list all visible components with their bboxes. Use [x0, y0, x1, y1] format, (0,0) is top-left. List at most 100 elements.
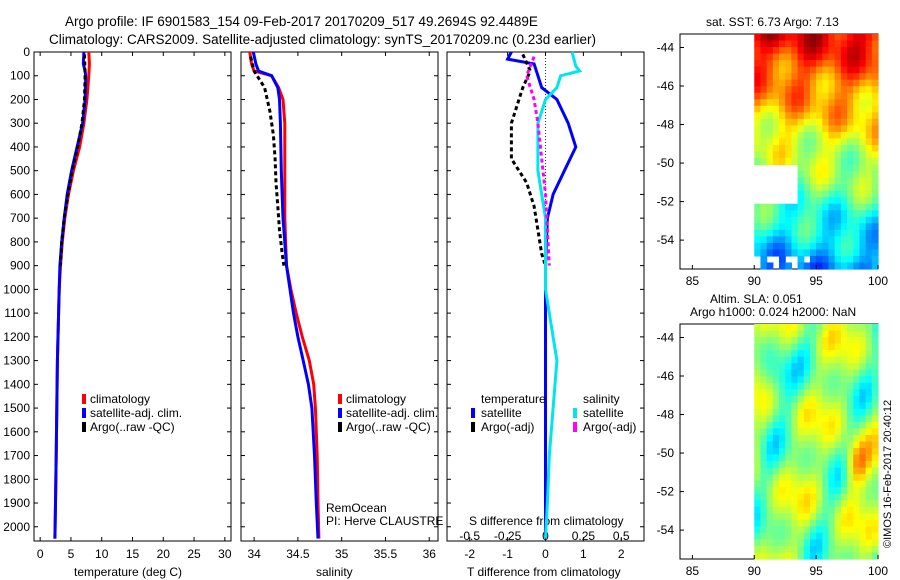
- heatmap-cell: [809, 184, 817, 192]
- heatmap-cell: [766, 408, 774, 416]
- heatmap-cell: [803, 448, 811, 456]
- heatmap-cell: [865, 408, 873, 416]
- heatmap-cell: [840, 66, 848, 74]
- heatmap-cell: [822, 262, 830, 270]
- heatmap-cell: [809, 190, 817, 198]
- heatmap-cell: [847, 171, 854, 179]
- heatmap-cell: [847, 131, 854, 140]
- depth-tick-label: 200: [10, 92, 30, 106]
- heatmap-cell: [859, 203, 867, 211]
- heatmap-cell: [840, 487, 848, 495]
- heatmap-cell: [766, 532, 774, 541]
- heatmap-cell: [797, 125, 805, 133]
- heatmap-cell: [871, 229, 879, 237]
- heatmap-cell: [779, 105, 786, 113]
- heatmap-cell: [865, 118, 873, 126]
- heatmap-cell: [816, 190, 823, 198]
- heatmap-cell: [772, 526, 780, 534]
- heatmap-cell: [816, 66, 823, 74]
- heatmap-cell: [834, 493, 842, 501]
- sla-map-title-line1: Altim. SLA: 0.051: [710, 292, 803, 306]
- heatmap-cell: [809, 223, 817, 231]
- heatmap-cell: [803, 532, 811, 541]
- heatmap-cell: [772, 337, 780, 345]
- series-line-satellite-adj-clim-: [251, 51, 320, 539]
- heatmap-cell: [847, 513, 854, 521]
- heatmap-cell: [871, 47, 879, 55]
- heatmap-cell: [754, 545, 762, 554]
- heatmap-cell: [797, 255, 805, 264]
- heatmap-cell: [871, 363, 879, 371]
- heatmap-cell: [766, 158, 774, 166]
- heatmap-cell: [791, 493, 799, 501]
- heatmap-cell: [816, 47, 823, 55]
- heatmap-cell: [809, 415, 817, 423]
- heatmap-cell: [766, 480, 774, 488]
- heatmap-cell: [766, 402, 774, 410]
- heatmap-cell: [871, 249, 879, 257]
- heatmap-cell: [865, 73, 873, 81]
- heatmap-cell: [760, 369, 768, 377]
- heatmap-cell: [847, 487, 854, 495]
- heatmap-cell: [766, 434, 774, 443]
- heatmap-cell: [828, 441, 836, 449]
- heatmap-cell: [853, 53, 861, 61]
- heatmap-cell: [822, 500, 830, 508]
- heatmap-cell: [834, 203, 842, 211]
- heatmap-cell: [803, 242, 811, 251]
- heatmap-cell: [853, 242, 861, 251]
- heatmap-cell: [822, 92, 830, 100]
- map-y-tick-label: -46: [657, 369, 675, 383]
- heatmap-cell: [828, 73, 836, 81]
- heatmap-cell: [760, 60, 768, 68]
- heatmap-cell: [816, 493, 823, 501]
- heatmap-cell: [840, 454, 848, 462]
- salinity-xlabel: salinity: [316, 565, 353, 579]
- depth-tick-label: 1800: [3, 472, 30, 486]
- heatmap-cell: [865, 337, 873, 345]
- heatmap-cell: [834, 343, 842, 351]
- heatmap-cell: [822, 47, 830, 55]
- heatmap-cell: [809, 461, 817, 469]
- heatmap-cell: [865, 144, 873, 153]
- heatmap-cell: [766, 369, 774, 377]
- heatmap-cell: [803, 223, 811, 231]
- heatmap-cell: [853, 415, 861, 423]
- heatmap-cell: [834, 184, 842, 192]
- legend-t-argo-swatch: [471, 422, 475, 432]
- heatmap-cell: [809, 552, 817, 560]
- heatmap-cell: [809, 112, 817, 120]
- heatmap-cell: [791, 40, 799, 48]
- heatmap-cell: [803, 86, 811, 94]
- heatmap-cell: [772, 539, 780, 547]
- heatmap-cell: [779, 144, 786, 153]
- heatmap-cell: [772, 343, 780, 351]
- heatmap-cell: [766, 513, 774, 521]
- heatmap-cell: [803, 526, 811, 534]
- heatmap-cell: [803, 236, 811, 244]
- heatmap-cell: [865, 216, 873, 224]
- heatmap-cell: [859, 47, 867, 55]
- heatmap-cell: [779, 158, 786, 166]
- heatmap-cell: [853, 118, 861, 126]
- heatmap-cell: [766, 421, 774, 430]
- heatmap-cell: [797, 190, 805, 198]
- heatmap-cell: [809, 539, 817, 547]
- heatmap-cell: [847, 402, 854, 410]
- heatmap-cell: [785, 454, 792, 462]
- heatmap-cell: [865, 236, 873, 244]
- heatmap-cell: [809, 86, 817, 94]
- heatmap-cell: [816, 330, 823, 338]
- heatmap-cell: [840, 395, 848, 403]
- heatmap-cell: [785, 441, 792, 449]
- heatmap-cell: [865, 197, 873, 205]
- heatmap-cell: [834, 40, 842, 48]
- heatmap-cell: [791, 448, 799, 456]
- heatmap-cell: [828, 255, 836, 264]
- temperature-series: [53, 51, 91, 539]
- heatmap-cell: [822, 337, 830, 345]
- heatmap-cell: [859, 144, 867, 153]
- legend-climatology-swatch: [82, 394, 86, 404]
- heatmap-cell: [834, 324, 842, 332]
- map-x-tick-label: 85: [686, 564, 700, 578]
